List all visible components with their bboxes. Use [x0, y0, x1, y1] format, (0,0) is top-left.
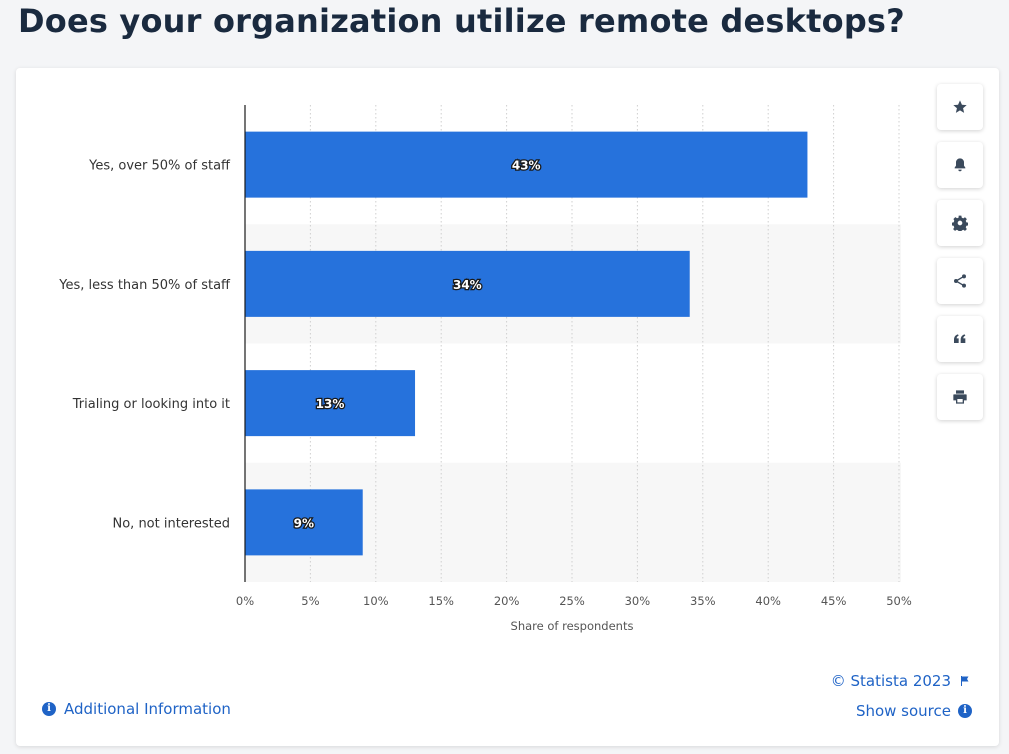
share-icon	[954, 274, 966, 288]
x-tick-label: 40%	[755, 594, 781, 608]
flag-icon	[961, 676, 969, 686]
show-source-link[interactable]: Show source i	[856, 702, 972, 720]
favorite-button[interactable]	[937, 84, 983, 130]
bar	[245, 370, 416, 437]
print-button[interactable]	[937, 374, 983, 420]
bar	[245, 489, 363, 556]
data-label: 13%	[316, 397, 345, 411]
bell-icon	[954, 158, 966, 172]
info-icon: i	[958, 704, 972, 718]
x-tick-label: 20%	[494, 594, 520, 608]
x-tick-label: 25%	[559, 594, 585, 608]
star-icon	[953, 100, 967, 113]
additional-information-link[interactable]: i Additional Information	[42, 700, 231, 718]
copyright-text: © Statista 2023	[830, 672, 951, 690]
page-title: Does your organization utilize remote de…	[18, 2, 905, 40]
x-tick-label: 50%	[886, 594, 912, 608]
chart-card: Yes, over 50% of staff 43% Yes, less than …	[16, 68, 999, 746]
category-label: No, not interested	[113, 516, 231, 531]
bar	[245, 131, 808, 198]
notification-button[interactable]	[937, 142, 983, 188]
x-tick-label: 0%	[236, 594, 254, 608]
x-tick-label: 35%	[690, 594, 716, 608]
x-tick-label: 15%	[428, 594, 454, 608]
x-axis-title: Share of respondents	[511, 619, 634, 633]
additional-information-label: Additional Information	[64, 700, 231, 718]
print-icon	[953, 390, 967, 404]
chart-toolbar	[937, 84, 983, 432]
copyright-link[interactable]: © Statista 2023	[831, 672, 971, 690]
gear-icon	[952, 215, 968, 231]
cite-button[interactable]	[937, 316, 983, 362]
quote-icon	[954, 334, 966, 343]
show-source-label: Show source	[855, 702, 951, 720]
data-label: 9%	[294, 516, 314, 530]
data-label: 43%	[512, 159, 541, 173]
x-tick-label: 10%	[363, 594, 389, 608]
x-tick-label: 5%	[301, 594, 319, 608]
category-label: Yes, less than 50% of staff	[58, 278, 231, 293]
info-icon: i	[42, 702, 56, 716]
category-label: Trialing or looking into it	[72, 397, 230, 412]
category-label: Yes, over 50% of staff	[88, 159, 231, 174]
share-button[interactable]	[937, 258, 983, 304]
x-tick-label: 45%	[821, 594, 847, 608]
data-label: 34%	[453, 278, 482, 292]
settings-button[interactable]	[937, 200, 983, 246]
bar	[245, 250, 690, 317]
bar-chart: Yes, over 50% of staff 43% Yes, less than …	[58, 105, 912, 633]
x-tick-label: 30%	[625, 594, 651, 608]
